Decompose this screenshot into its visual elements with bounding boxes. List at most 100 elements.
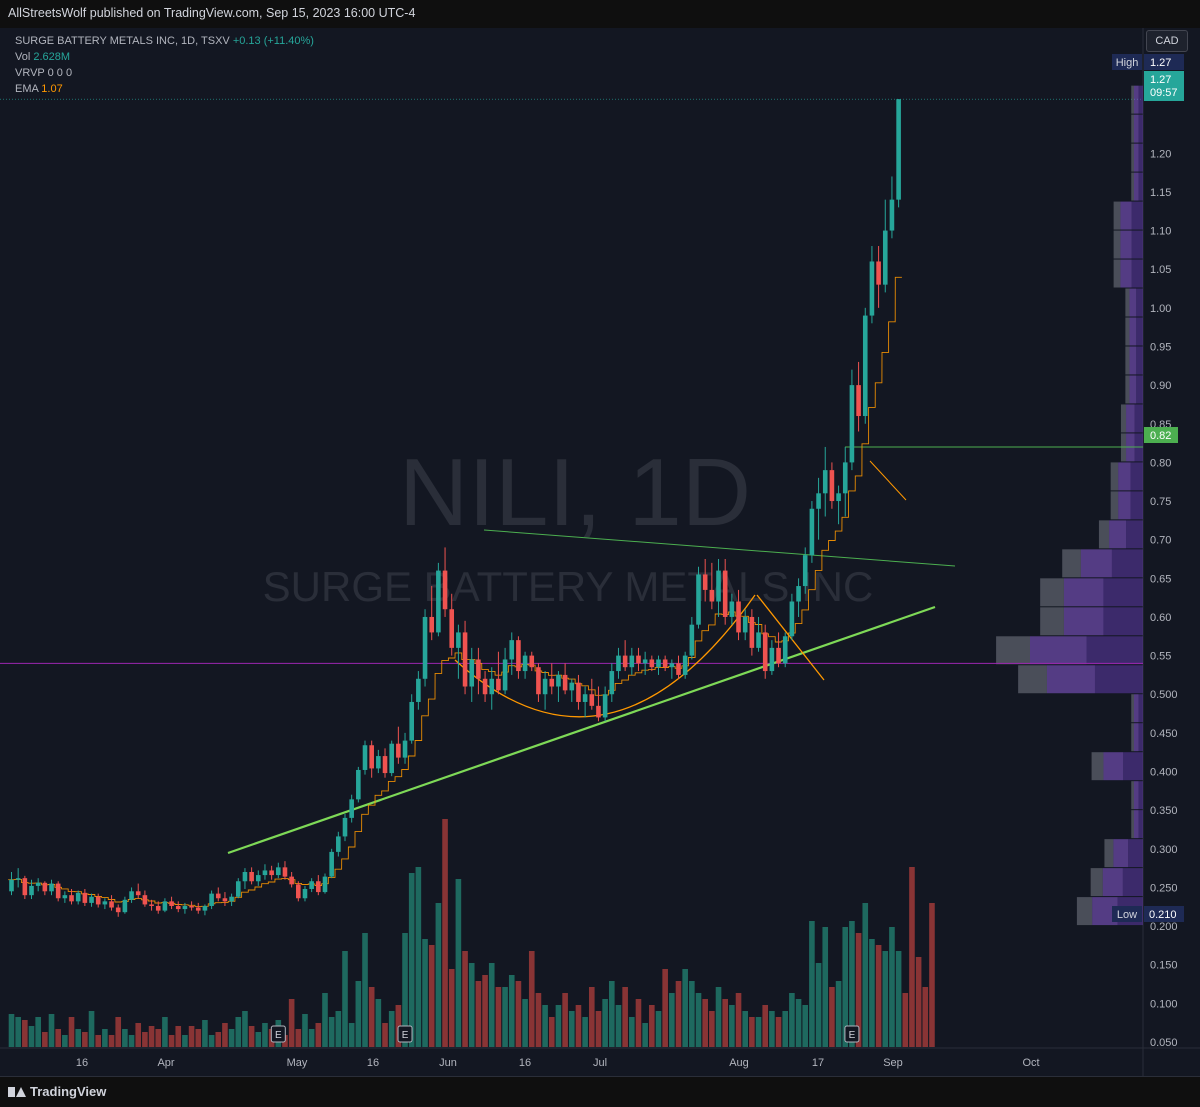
candle[interactable] (562, 663, 568, 695)
candle[interactable] (336, 831, 341, 857)
candle[interactable] (55, 881, 61, 902)
handle-line[interactable] (756, 594, 825, 681)
candle[interactable] (529, 651, 535, 672)
candle[interactable] (682, 651, 688, 679)
candle[interactable] (356, 766, 361, 803)
candle[interactable] (729, 593, 735, 625)
candle[interactable] (389, 740, 394, 777)
candle[interactable] (115, 904, 121, 917)
candle[interactable] (896, 99, 901, 208)
candle[interactable] (189, 901, 194, 911)
earnings-marker[interactable]: E (397, 1025, 413, 1043)
candle[interactable] (175, 901, 181, 913)
flag-line[interactable] (869, 460, 907, 501)
candle[interactable] (69, 888, 74, 905)
candle[interactable] (15, 868, 21, 888)
candle[interactable] (429, 586, 435, 641)
candle[interactable] (62, 891, 68, 903)
candle[interactable] (349, 794, 354, 823)
candle[interactable] (716, 559, 721, 617)
candle[interactable] (162, 898, 168, 913)
candle[interactable] (302, 885, 308, 902)
candle[interactable] (396, 726, 401, 764)
candle[interactable] (102, 898, 108, 910)
candle[interactable] (142, 890, 148, 907)
candle[interactable] (35, 878, 41, 892)
candle[interactable] (482, 671, 488, 702)
price-chart[interactable]: NILI, 1D SURGE BATTERY METALS INC E E E 0.… (0, 28, 1200, 1076)
candle[interactable] (516, 636, 521, 679)
candle[interactable] (796, 578, 801, 617)
candle[interactable] (229, 893, 234, 906)
legend-ema-row[interactable]: EMA 1.07 (15, 81, 314, 97)
candle[interactable] (436, 562, 441, 637)
candle[interactable] (469, 647, 475, 702)
candle[interactable] (856, 361, 861, 432)
candle[interactable] (135, 883, 141, 899)
candle[interactable] (542, 671, 548, 710)
candle[interactable] (42, 881, 48, 896)
candle[interactable] (269, 865, 274, 880)
candle[interactable] (322, 873, 328, 894)
resistance-trendline[interactable] (483, 529, 956, 567)
candle[interactable] (862, 307, 868, 424)
candle[interactable] (462, 620, 468, 695)
candle[interactable] (369, 740, 374, 778)
candle[interactable] (215, 887, 221, 902)
candle[interactable] (662, 655, 668, 672)
candle[interactable] (569, 678, 575, 702)
candle[interactable] (362, 740, 368, 775)
candle[interactable] (709, 562, 715, 610)
candle[interactable] (309, 878, 314, 893)
candle[interactable] (669, 659, 675, 679)
candle[interactable] (829, 462, 835, 509)
candle[interactable] (816, 477, 821, 540)
candle[interactable] (169, 896, 174, 910)
candle[interactable] (802, 547, 808, 594)
legend-vol-row[interactable]: Vol 2.628M (15, 49, 314, 65)
candle[interactable] (642, 651, 648, 675)
candle[interactable] (842, 446, 848, 517)
candle[interactable] (182, 902, 188, 914)
candle[interactable] (442, 547, 448, 617)
candle[interactable] (235, 878, 241, 899)
candle[interactable] (869, 246, 875, 324)
candle[interactable] (602, 686, 608, 722)
candle[interactable] (502, 647, 508, 695)
candle[interactable] (82, 888, 88, 906)
earnings-marker[interactable]: E (844, 1025, 860, 1043)
candle[interactable] (809, 501, 815, 563)
candle[interactable] (109, 895, 114, 911)
candle[interactable] (776, 632, 781, 668)
candle[interactable] (496, 651, 501, 695)
candle[interactable] (889, 176, 895, 239)
cup-curve[interactable] (454, 594, 756, 718)
candle[interactable] (882, 199, 888, 293)
candle[interactable] (342, 814, 348, 842)
candle[interactable] (696, 566, 701, 629)
candle[interactable] (29, 879, 34, 900)
candle[interactable] (49, 879, 54, 896)
candle[interactable] (9, 871, 14, 896)
candle[interactable] (95, 893, 101, 908)
candle[interactable] (676, 655, 681, 679)
candle[interactable] (636, 647, 641, 672)
candle[interactable] (456, 624, 461, 679)
candle[interactable] (549, 663, 555, 695)
candle[interactable] (209, 890, 214, 910)
candle[interactable] (722, 559, 728, 625)
candle[interactable] (75, 890, 81, 905)
currency-button[interactable]: CAD (1146, 30, 1188, 52)
candle[interactable] (155, 901, 161, 914)
candle[interactable] (249, 867, 254, 885)
candle[interactable] (329, 848, 334, 879)
candle[interactable] (202, 904, 208, 916)
candle[interactable] (509, 632, 515, 675)
candle[interactable] (416, 671, 421, 710)
candle[interactable] (736, 589, 741, 641)
candle[interactable] (449, 593, 455, 656)
candle[interactable] (489, 667, 495, 710)
candle[interactable] (422, 609, 428, 687)
candle[interactable] (282, 861, 288, 880)
candle[interactable] (195, 902, 201, 914)
